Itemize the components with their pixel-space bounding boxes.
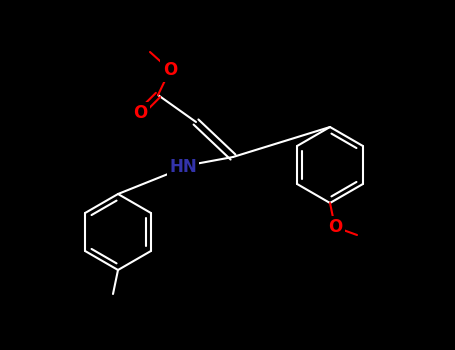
Text: HN: HN bbox=[169, 158, 197, 176]
Text: O: O bbox=[328, 218, 342, 236]
Text: O: O bbox=[163, 61, 177, 79]
Text: O: O bbox=[133, 104, 147, 122]
